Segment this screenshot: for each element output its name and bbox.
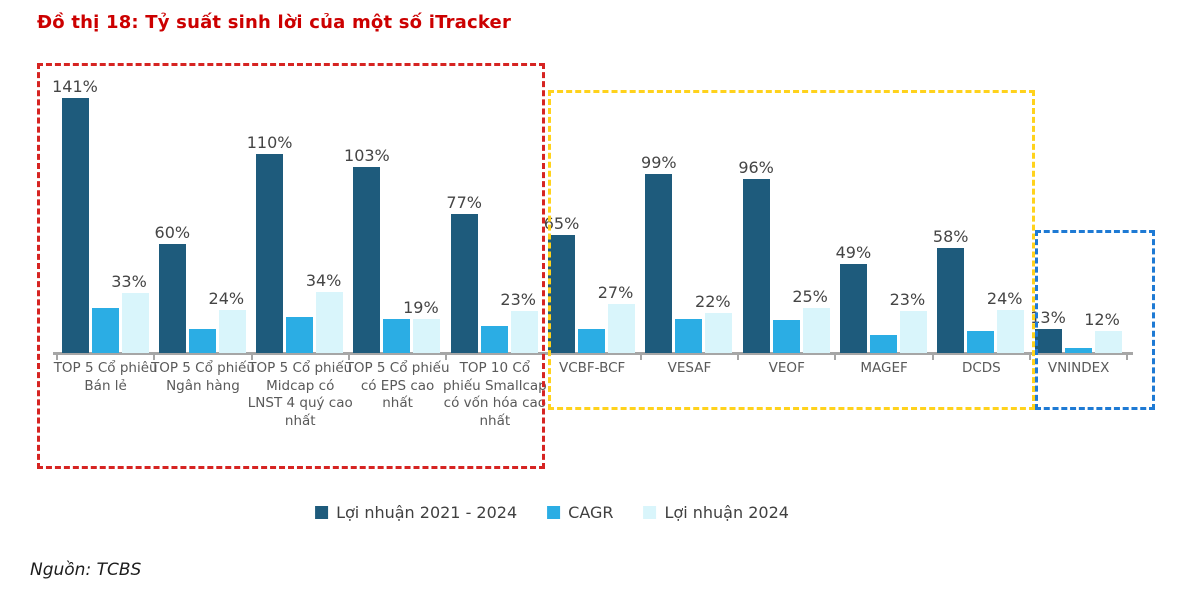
legend-swatch-blue [547, 506, 561, 519]
bar [413, 319, 441, 353]
bar [91, 308, 119, 353]
blue-dashed-box [1035, 230, 1155, 410]
value-label: 23% [500, 290, 536, 309]
bar [742, 179, 770, 353]
red-dashed-box [37, 63, 545, 469]
value-label: 49% [835, 243, 872, 262]
bar [839, 264, 867, 353]
legend: Lợi nhuận 2021 - 2024 CAGR Lợi nhuận 202… [315, 503, 789, 522]
category-label: TOP 5 Cổ phiếu có EPS cao nhất [345, 360, 450, 412]
category-label: TOP 10 Cổ phiếu Smallcap có vốn hóa cao … [442, 360, 547, 429]
category-label: VESAF [667, 360, 712, 376]
bar [1034, 329, 1062, 353]
bar [869, 335, 897, 353]
value-label: 141% [52, 77, 98, 96]
bar [899, 311, 927, 353]
category-label: TOP 5 Cổ phiếu Midcap có LNST 4 quý cao … [247, 360, 353, 429]
bar [937, 248, 965, 353]
bar [967, 331, 995, 353]
axis-tick [445, 353, 448, 360]
value-label: 96% [738, 158, 774, 177]
axis-tick [250, 353, 253, 360]
category-label: TOP 5 Cổ phiếu Ngân hàng [150, 360, 255, 394]
bar [578, 329, 605, 353]
axis-tick [153, 353, 156, 360]
bar [256, 154, 284, 353]
bar [383, 319, 411, 353]
axis-tick [1029, 353, 1031, 360]
value-label: 60% [154, 223, 191, 242]
legend-label: Lợi nhuận 2021 - 2024 [336, 503, 518, 522]
value-label: 27% [597, 283, 634, 302]
value-label: 25% [792, 287, 828, 306]
category-label: DCDS [961, 360, 1001, 376]
value-label: 77% [446, 193, 482, 212]
bar [450, 214, 478, 353]
legend-item-profit-2024: Lợi nhuận 2024 [643, 503, 789, 522]
value-label: 58% [932, 227, 969, 246]
legend-swatch-dark [315, 506, 329, 519]
category-label: TOP 5 Cổ phiêu Bán lẻ [53, 360, 158, 394]
category-label: VEOF [768, 360, 805, 376]
value-label: 33% [111, 272, 147, 291]
value-label: 12% [1084, 310, 1120, 329]
bar [675, 319, 703, 353]
value-label: 22% [695, 292, 731, 311]
bar [997, 310, 1025, 353]
axis-tick [639, 353, 642, 360]
value-label: 99% [641, 153, 677, 172]
bar [61, 98, 89, 353]
legend-label: Lợi nhuận 2024 [664, 503, 789, 522]
value-label: 110% [246, 133, 293, 152]
axis-tick [931, 353, 934, 360]
x-axis-line [53, 352, 1133, 355]
legend-item-profit-2021-2024: Lợi nhuận 2021 - 2024 [315, 503, 517, 522]
bar [548, 235, 575, 353]
value-label: 103% [344, 146, 390, 165]
bar [608, 304, 635, 353]
legend-swatch-light [643, 506, 657, 519]
value-label: 23% [889, 290, 926, 309]
axis-tick [1126, 353, 1129, 360]
bar [218, 310, 246, 353]
bar [645, 174, 673, 353]
category-label: MAGEF [860, 360, 908, 376]
bar [802, 308, 830, 353]
value-label: 34% [305, 271, 342, 290]
category-label: VCBF-BCF [558, 360, 626, 376]
bar [188, 329, 216, 353]
bar [480, 326, 508, 353]
bar [286, 317, 314, 353]
bar [1064, 348, 1092, 353]
bar [121, 293, 149, 353]
bar [772, 320, 800, 353]
legend-item-cagr: CAGR [547, 503, 614, 522]
value-label: 13% [1030, 308, 1066, 327]
bar [353, 167, 381, 353]
bar [1094, 331, 1122, 353]
bar [316, 292, 344, 353]
bar [158, 244, 186, 353]
source-note: Nguồn: TCBS [30, 560, 142, 580]
chart-title: Đồ thị 18: Tỷ suất sinh lời của một số i… [37, 12, 512, 33]
legend-label: CAGR [568, 503, 614, 522]
axis-tick [834, 353, 837, 360]
value-label: 24% [208, 289, 245, 308]
yellow-dashed-box [548, 90, 1035, 410]
value-label: 65% [543, 214, 580, 233]
category-label: VNINDEX [1047, 360, 1110, 376]
value-label: 24% [986, 289, 1023, 308]
value-label: 19% [403, 298, 439, 317]
axis-tick [347, 353, 350, 360]
bar [705, 313, 733, 353]
bar [510, 311, 538, 353]
axis-tick [56, 353, 58, 360]
axis-tick [737, 353, 740, 360]
